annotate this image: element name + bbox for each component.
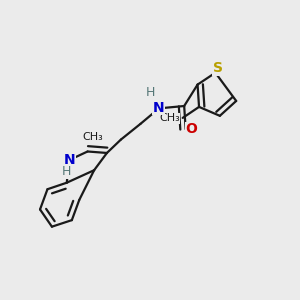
Text: H: H — [62, 165, 71, 178]
Text: O: O — [186, 122, 197, 136]
Text: H: H — [146, 86, 155, 99]
Text: N: N — [64, 152, 76, 167]
Text: N: N — [153, 101, 165, 115]
Text: CH₃: CH₃ — [159, 113, 180, 124]
Text: CH₃: CH₃ — [82, 132, 103, 142]
Text: S: S — [213, 61, 223, 75]
